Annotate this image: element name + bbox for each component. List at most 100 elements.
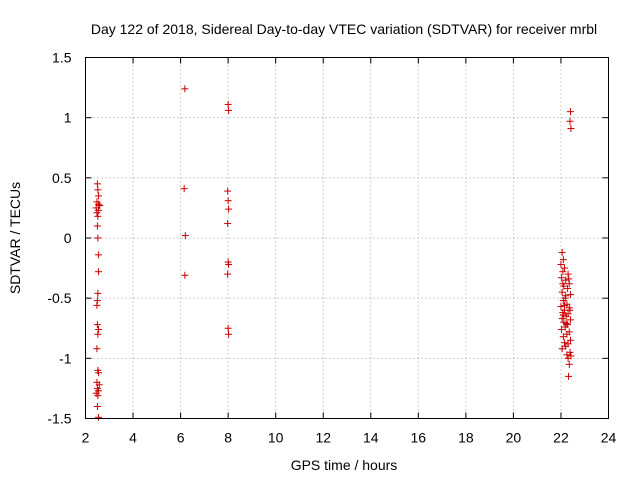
data-point — [224, 270, 232, 278]
data-point — [181, 271, 189, 279]
data-point — [561, 264, 569, 272]
data-point — [563, 330, 571, 338]
data-point — [558, 288, 566, 296]
data-point — [558, 345, 566, 353]
data-point — [567, 124, 575, 132]
chart-title: Day 122 of 2018, Sidereal Day-to-day VTE… — [91, 21, 597, 37]
y-tick-labels: -1.5 -1 -0.5 0 0.5 1 1.5 — [47, 50, 71, 427]
data-point — [563, 351, 571, 359]
x-tick-labels: 2 4 6 8 10 12 14 16 18 20 22 24 — [82, 430, 617, 446]
data-point — [94, 330, 102, 338]
x-tick-label: 16 — [411, 430, 427, 446]
data-point — [557, 303, 565, 311]
data-point — [225, 260, 233, 268]
data-point — [557, 260, 565, 268]
data-point — [566, 108, 574, 116]
x-tick-label: 22 — [553, 430, 569, 446]
data-point — [566, 117, 574, 125]
data-point — [557, 274, 565, 282]
data-point — [224, 100, 232, 108]
data-point — [224, 324, 232, 332]
y-tick-label: -1.5 — [47, 411, 71, 427]
data-point — [559, 280, 567, 288]
data-point — [93, 301, 101, 309]
x-tick-label: 14 — [363, 430, 379, 446]
data-point — [95, 192, 103, 200]
data-point — [95, 268, 103, 276]
data-point — [224, 220, 232, 228]
data-point — [95, 381, 103, 389]
x-tick-label: 20 — [506, 430, 522, 446]
y-tick-label: 1.5 — [52, 50, 72, 66]
data-point — [93, 321, 101, 329]
data-point — [564, 285, 572, 293]
x-tick-label: 18 — [458, 430, 474, 446]
x-axis-label: GPS time / hours — [291, 457, 398, 473]
data-point — [94, 234, 102, 242]
data-point — [562, 319, 570, 327]
plot-frame — [85, 57, 609, 419]
data-point — [566, 291, 574, 299]
data-point — [565, 360, 573, 368]
data-point — [93, 345, 101, 353]
data-point — [566, 316, 574, 324]
data-point — [95, 200, 103, 208]
data-point — [565, 372, 573, 380]
data-points — [92, 85, 575, 421]
y-tick-label: 0.5 — [52, 170, 72, 186]
data-point — [94, 212, 102, 220]
data-point — [558, 315, 566, 323]
x-tick-label: 2 — [82, 430, 90, 446]
data-point — [95, 325, 103, 333]
x-tick-label: 24 — [601, 430, 617, 446]
data-point — [95, 369, 103, 377]
x-tick-label: 10 — [268, 430, 284, 446]
y-tick-label: 1 — [64, 110, 72, 126]
data-point — [566, 306, 574, 314]
data-point — [559, 256, 567, 264]
data-point — [94, 392, 102, 400]
data-point — [94, 186, 102, 194]
data-point — [94, 289, 102, 297]
data-point — [565, 275, 573, 283]
data-point — [225, 106, 233, 114]
data-point — [566, 336, 574, 344]
x-tick-label: 6 — [177, 430, 185, 446]
data-point — [95, 413, 103, 421]
data-point — [95, 251, 103, 259]
data-point — [93, 402, 101, 410]
data-point — [93, 222, 101, 230]
data-point — [564, 354, 572, 362]
data-point — [93, 180, 101, 188]
data-point — [562, 292, 570, 300]
y-tick-label: 0 — [64, 230, 72, 246]
data-point — [561, 323, 569, 331]
data-point — [181, 232, 189, 240]
y-tick-label: -0.5 — [47, 290, 71, 306]
data-point — [562, 342, 570, 350]
data-point — [559, 333, 567, 341]
data-point — [559, 268, 567, 276]
data-point — [557, 325, 565, 333]
data-point — [181, 85, 189, 93]
data-point — [225, 205, 233, 213]
data-point — [224, 187, 232, 195]
x-tick-label: 4 — [129, 430, 137, 446]
data-point — [559, 297, 567, 305]
data-point — [561, 301, 569, 309]
y-tick-label: -1 — [59, 350, 72, 366]
y-axis-label: SDTVAR / TECUs — [7, 182, 23, 294]
data-point — [562, 312, 570, 320]
data-point — [562, 276, 570, 284]
data-point — [564, 270, 572, 278]
data-point — [561, 339, 569, 347]
x-tick-label: 8 — [224, 430, 232, 446]
x-tick-label: 12 — [315, 430, 331, 446]
data-point — [559, 311, 567, 319]
grid-lines — [85, 57, 609, 419]
data-point — [225, 330, 233, 338]
data-point — [93, 209, 101, 217]
data-point — [180, 185, 188, 193]
data-point — [224, 197, 232, 205]
